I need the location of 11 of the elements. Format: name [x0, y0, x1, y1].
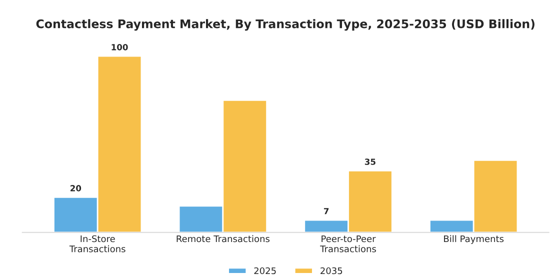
data-label: 35 [364, 158, 376, 165]
x-tick-label: In-Store Transactions [69, 235, 126, 252]
data-label: 7 [324, 208, 329, 214]
x-tick-label: Peer-to-Peer Transactions [320, 235, 376, 252]
x-tick-label: Bill Payments [444, 235, 504, 244]
x-tick-label: Remote Transactions [176, 235, 270, 242]
legend-label: 2025 [254, 267, 276, 274]
data-label: 20 [70, 185, 82, 192]
legend-label: 2035 [320, 267, 342, 274]
data-label: 100 [112, 44, 128, 50]
chart-title: Contactless Payment Market, By Transaction Type, 2025-2035 (USD Billion) [36, 19, 534, 31]
